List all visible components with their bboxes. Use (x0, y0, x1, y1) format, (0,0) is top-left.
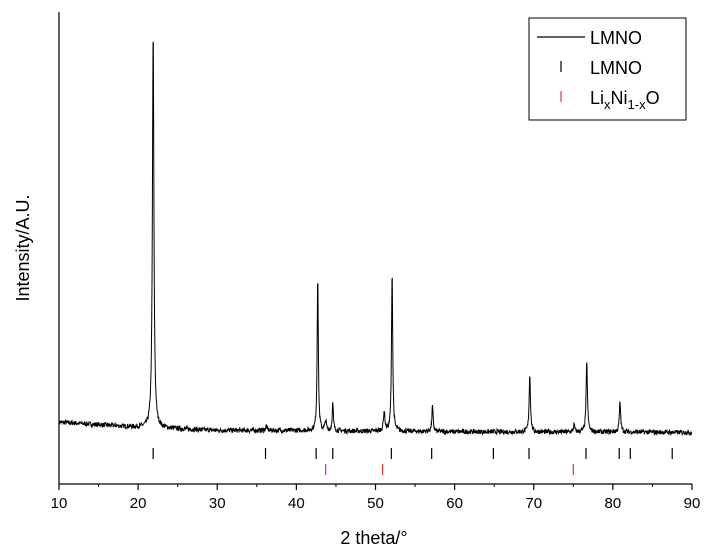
legend-label-pattern: LMNO (590, 28, 642, 48)
reference-tick-group (152, 448, 673, 475)
legend-label-impurity: LixNi1-xO (590, 88, 660, 112)
x-tick-label-40: 40 (288, 495, 305, 512)
legend-box (528, 17, 687, 121)
x-tick-label-80: 80 (605, 495, 622, 512)
xrd-pattern-line (58, 41, 693, 437)
x-tick-label-10: 10 (51, 495, 68, 512)
x-tick-label-60: 60 (446, 495, 463, 512)
x-tick-group: 10 20 30 40 50 60 70 80 90 (51, 484, 701, 512)
legend: LMNO LMNO LixNi1-xO (528, 17, 687, 121)
x-tick-label-30: 30 (209, 495, 226, 512)
x-tick-label-70: 70 (525, 495, 542, 512)
x-tick-label-90: 90 (684, 495, 701, 512)
y-axis-title: Intensity/A.U. (13, 194, 33, 301)
plot-area: 10 20 30 40 50 60 70 80 90 (51, 12, 701, 512)
x-tick-label-50: 50 (367, 495, 384, 512)
legend-label-reference: LMNO (590, 58, 642, 78)
x-tick-label-20: 20 (130, 495, 147, 512)
x-axis-title: 2 theta/° (340, 528, 407, 548)
